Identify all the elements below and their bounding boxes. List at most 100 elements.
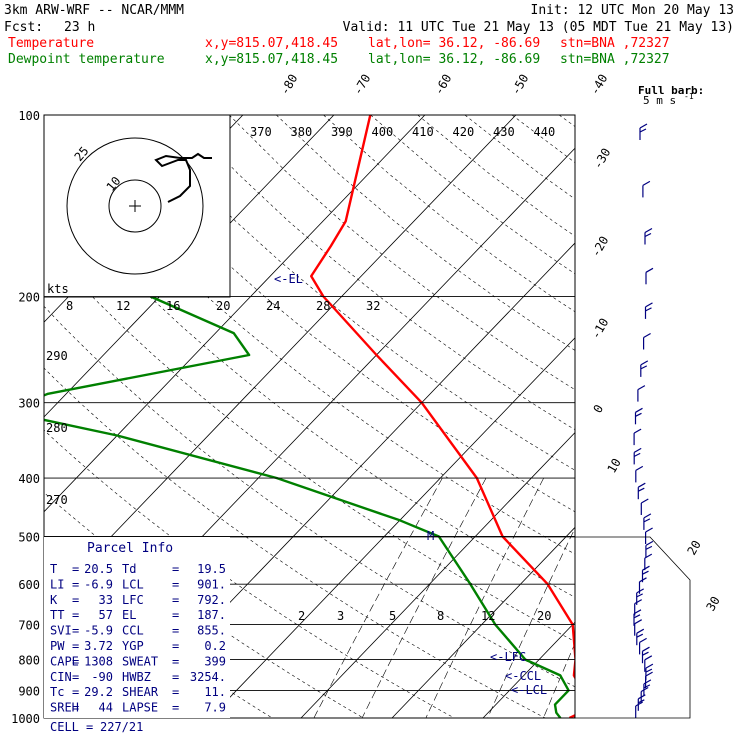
parcel-info-cell: CAPE <box>50 654 79 668</box>
pressure-tick-label: 300 <box>18 397 40 411</box>
parcel-info-cell: LAPSE <box>122 701 158 715</box>
isotherm-line <box>482 621 575 718</box>
pressure-tick-label: 800 <box>18 654 40 668</box>
temperature-tick-label: -40 <box>587 72 610 98</box>
wind-barb <box>642 180 651 198</box>
ccl-marker: <-CCL <box>505 669 541 683</box>
parcel-panel-backdrop <box>44 537 230 718</box>
wind-barb-flag <box>638 487 645 492</box>
temperature-tick-label: -60 <box>431 72 454 98</box>
wind-barb-flag <box>642 180 651 186</box>
wind-barb-flag <box>644 227 653 234</box>
hodograph-ring-inner <box>108 179 162 233</box>
parcel-info-equals: = <box>72 577 79 591</box>
wind-barb <box>634 619 642 636</box>
wind-barb <box>633 447 642 465</box>
legend-dewpoint: Dewpoint temperature x,y=815.07,418.45 l… <box>8 52 670 67</box>
wind-barb <box>635 701 643 718</box>
full-barb-key: Full barb: <box>638 84 704 97</box>
wind-barb-flag <box>638 699 645 704</box>
mixing-ratio-line <box>543 642 575 718</box>
dry-adiabat-line <box>606 115 740 718</box>
parcel-info-equals: = <box>172 670 179 684</box>
dry-adiabat-line <box>701 115 740 718</box>
parcel-info-equals: = <box>172 577 179 591</box>
wind-barb <box>644 671 653 689</box>
wind-barb-flag <box>639 577 647 583</box>
pressure-tick-label: 400 <box>18 472 40 486</box>
init-time: Init: 12 UTC Mon 20 May 13 <box>531 3 735 18</box>
parcel-info-cell: -5.9 <box>84 624 113 638</box>
parcel-info-cell: CIN <box>50 670 72 684</box>
legend-temperature-xy: x,y=815.07,418.45 <box>205 36 338 51</box>
lfc-marker: <-LFC <box>490 650 526 664</box>
parcel-info-title: Parcel Info <box>87 541 173 556</box>
isotherm-line <box>44 115 426 513</box>
mixing-ratio-low-tick-label: 5 <box>389 609 396 623</box>
theta-tick-label: 420 <box>453 125 475 139</box>
legend-dewpoint-xy: x,y=815.07,418.45 <box>205 52 338 67</box>
parcel-info-cell: 3.72 <box>84 639 113 653</box>
wind-barb-flag <box>643 332 651 339</box>
valid-time: Valid: 11 UTC Tue 21 May 13 (05 MDT Tue … <box>343 20 734 35</box>
parcel-info-cell: 901. <box>197 577 226 591</box>
wind-barb-flag <box>633 428 642 434</box>
temperature-tick-label: 0 <box>590 402 606 415</box>
temperature-tick-label: -10 <box>588 316 611 342</box>
wind-barb-flag <box>637 385 646 391</box>
wind-barb-flag <box>636 588 644 594</box>
mixing-ratio-tick-label: 24 <box>266 299 280 313</box>
temperature-tick-label: -20 <box>588 234 611 260</box>
theta-tick-label: 410 <box>412 125 434 139</box>
isotherm-line <box>391 526 575 718</box>
pressure-tick-label: 100 <box>18 109 40 123</box>
parcel-info-cell: 7.9 <box>204 701 226 715</box>
dry-adiabat-line <box>44 492 364 718</box>
legend-temperature-latlon: lat,lon= 36.12, -86.69 <box>368 36 540 51</box>
wind-barb-flag <box>645 267 654 273</box>
wind-barb <box>640 498 649 515</box>
parcel-info-cell: EL <box>122 608 136 622</box>
full-barb-exponent: -1 <box>684 92 694 101</box>
wind-barb <box>638 577 647 594</box>
left-theta-label: 290 <box>46 349 68 363</box>
parcel-info-cell: 3254. <box>190 670 226 684</box>
legend-dewpoint-name: Dewpoint temperature <box>8 52 165 67</box>
temperature-tick-label: 20 <box>684 538 703 558</box>
mixing-ratio-tick-label: 8 <box>66 299 73 313</box>
parcel-info-cell: 187. <box>197 608 226 622</box>
legend-temperature-name: Temperature <box>8 36 94 51</box>
parcel-info-cell: SWEAT <box>122 654 158 668</box>
el-marker: <-EL <box>274 272 303 286</box>
wind-barb-flag <box>643 684 651 689</box>
legend-temperature: Temperature x,y=815.07,418.45 lat,lon= 3… <box>8 36 670 51</box>
parcel-info-equals: = <box>172 701 179 715</box>
wind-barb <box>640 360 649 377</box>
dry-adiabat-line <box>44 243 575 642</box>
theta-tick-label: 440 <box>534 125 556 139</box>
theta-tick-label: 400 <box>372 125 394 139</box>
isotherm-line <box>209 337 575 718</box>
wind-barb <box>644 655 653 672</box>
pressure-tick-label: 600 <box>18 578 40 592</box>
wind-barb-flag <box>645 671 653 677</box>
pressure-tick-label: 1000 <box>11 712 40 726</box>
parcel-info-cell: 29.2 <box>84 685 113 699</box>
mixing-ratio-tick-label: 20 <box>216 299 230 313</box>
left-theta-label: 280 <box>46 421 68 435</box>
dry-adiabat-line <box>370 115 575 275</box>
parcel-info-cell: HWBZ <box>122 670 151 684</box>
parcel-info-equals: = <box>72 654 79 668</box>
wind-barb <box>644 302 653 319</box>
parcel-info-cell: PW <box>50 639 65 653</box>
wind-barb-flag <box>645 545 653 550</box>
parcel-info-equals: = <box>72 608 79 622</box>
wind-barb-flag <box>641 498 649 504</box>
mixing-ratio-low-tick-label: 8 <box>437 609 444 623</box>
wind-barb <box>635 465 644 483</box>
mixing-ratio-tick-label: 28 <box>316 299 330 313</box>
wind-barb-flag <box>638 482 646 488</box>
